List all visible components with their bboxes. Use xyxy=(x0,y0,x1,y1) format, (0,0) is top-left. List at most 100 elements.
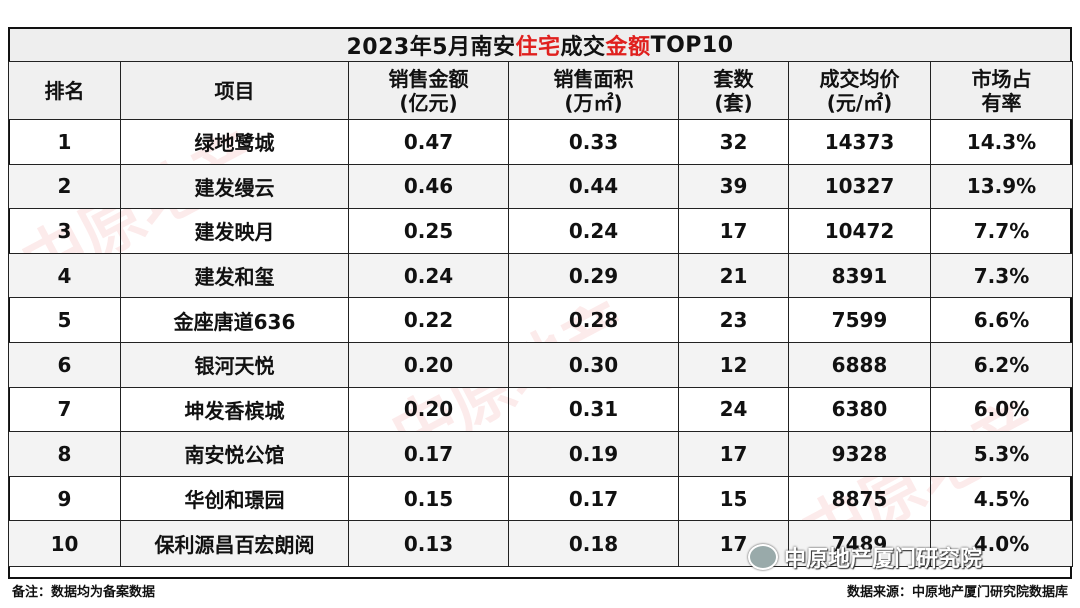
table-cell: 建发映月 xyxy=(120,208,349,254)
table-cell: 0.13 xyxy=(348,520,509,568)
table-cell: 6.6% xyxy=(930,297,1073,343)
table-row: 3 建发映月 0.25 0.24 17 10472 7.7% xyxy=(8,208,1073,254)
table-cell: 3 xyxy=(8,208,121,254)
table-cell: 华创和璟园 xyxy=(120,475,349,522)
table-cell: 0.20 xyxy=(348,341,509,388)
table-cell: 银河天悦 xyxy=(120,341,349,388)
table-cell: 8 xyxy=(8,431,121,477)
column-header-line: (套) xyxy=(714,90,753,115)
column-header: 项目 xyxy=(120,61,349,120)
table-cell: 5.3% xyxy=(930,431,1073,477)
table-cell: 建发缦云 xyxy=(120,163,349,210)
footer-source: 数据来源：中原地产厦门研究院数据库 xyxy=(846,585,1068,600)
table-cell: 0.17 xyxy=(348,431,509,477)
table-cell: 7599 xyxy=(788,297,931,343)
table-cell: 10 xyxy=(8,520,121,568)
table-cell: 0.33 xyxy=(508,119,679,165)
table-cell: 14.3% xyxy=(930,119,1073,165)
table-cell: 6380 xyxy=(788,386,931,433)
table-cell: 0.22 xyxy=(348,297,509,343)
table-row: 7 坤发香槟城 0.20 0.31 24 6380 6.0% xyxy=(8,386,1073,433)
table-cell: 14373 xyxy=(788,119,931,165)
column-header-line: 成交均价 xyxy=(819,66,900,91)
table-cell: 金座唐道636 xyxy=(120,297,349,343)
table-cell: 17 xyxy=(678,431,789,477)
column-header: 市场占 有率 xyxy=(930,61,1073,120)
table-cell: 4.0% xyxy=(930,520,1073,568)
table-cell: 4.5% xyxy=(930,475,1073,522)
table-body: 1 绿地鹭城 0.47 0.33 32 14373 14.3% 2 建发缦云 0.46 0.44 39… xyxy=(8,119,1073,568)
table-cell: 7489 xyxy=(788,520,931,568)
table-cell: 10327 xyxy=(788,163,931,210)
title-highlight-1: 住宅 xyxy=(515,35,561,60)
table-cell: 7.3% xyxy=(930,252,1073,299)
page-title: 2023年5月南安 住宅 成交 金额 TOP10 xyxy=(8,27,1072,63)
table-cell: 7.7% xyxy=(930,208,1073,254)
table-cell: 15 xyxy=(678,475,789,522)
table-cell: 39 xyxy=(678,163,789,210)
column-header-line: (元/㎡) xyxy=(826,90,893,115)
table-cell: 南安悦公馆 xyxy=(120,431,349,477)
table-row: 6 银河天悦 0.20 0.30 12 6888 6.2% xyxy=(8,341,1073,388)
table-cell: 0.24 xyxy=(508,208,679,254)
column-header-line: 排名 xyxy=(44,78,85,103)
table-cell: 0.24 xyxy=(348,252,509,299)
table-cell: 5 xyxy=(8,297,121,343)
footer-note: 备注：数据均为备案数据 xyxy=(12,585,156,600)
title-highlight-2: 金额 xyxy=(605,35,651,60)
table-cell: 24 xyxy=(678,386,789,433)
table-cell: 9328 xyxy=(788,431,931,477)
table-cell: 21 xyxy=(678,252,789,299)
table-cell: 6.2% xyxy=(930,341,1073,388)
column-header-line: 项目 xyxy=(214,78,255,103)
column-header-line: (万㎡) xyxy=(564,90,623,115)
table-cell: 17 xyxy=(678,520,789,568)
table-cell: 0.29 xyxy=(508,252,679,299)
table-cell: 23 xyxy=(678,297,789,343)
table-cell: 8875 xyxy=(788,475,931,522)
column-header: 销售金额 (亿元) xyxy=(348,61,509,120)
table-row: 10 保利源昌百宏朗阅 0.13 0.18 17 7489 4.0% xyxy=(8,520,1073,568)
column-header-line: 销售面积 xyxy=(553,66,634,91)
table-row: 5 金座唐道636 0.22 0.28 23 7599 6.6% xyxy=(8,297,1073,343)
table-header: 排名 项目 销售金额 (亿元) 销售面积 (万㎡) 套数 (套) 成交均价 (元/㎡) 市场占 有率 xyxy=(8,61,1073,120)
table-cell: 6.0% xyxy=(930,386,1073,433)
wechat-icon xyxy=(748,544,778,570)
table-cell: 0.25 xyxy=(348,208,509,254)
table-cell: 坤发香槟城 xyxy=(120,386,349,433)
table-row: 8 南安悦公馆 0.17 0.19 17 9328 5.3% xyxy=(8,431,1073,477)
table-cell: 0.19 xyxy=(508,431,679,477)
wechat-label: 中原地产厦门研究院 xyxy=(784,547,983,572)
title-part-3: TOP10 xyxy=(650,32,734,58)
table-row: 9 华创和璟园 0.15 0.17 15 8875 4.5% xyxy=(8,475,1073,522)
table-cell: 1 xyxy=(8,119,121,165)
table-cell: 8391 xyxy=(788,252,931,299)
table-row: 1 绿地鹭城 0.47 0.33 32 14373 14.3% xyxy=(8,119,1073,165)
table-cell: 0.17 xyxy=(508,475,679,522)
table-cell: 9 xyxy=(8,475,121,522)
ranking-table: 排名 项目 销售金额 (亿元) 销售面积 (万㎡) 套数 (套) 成交均价 (元/㎡) 市场占 有率 … xyxy=(8,61,1073,568)
table-row: 2 建发缦云 0.46 0.44 39 10327 13.9% xyxy=(8,163,1073,210)
column-header-line: (亿元) xyxy=(399,90,458,115)
table-cell: 6 xyxy=(8,341,121,388)
table-cell: 保利源昌百宏朗阅 xyxy=(120,520,349,568)
wechat-badge: 中原地产厦门研究院 xyxy=(748,540,982,574)
table-cell: 建发和玺 xyxy=(120,252,349,299)
table-cell: 0.47 xyxy=(348,119,509,165)
table-cell: 7 xyxy=(8,386,121,433)
table-cell: 绿地鹭城 xyxy=(120,119,349,165)
column-header-line: 市场占 xyxy=(971,66,1032,91)
table-cell: 2 xyxy=(8,163,121,210)
table-cell: 12 xyxy=(678,341,789,388)
column-header-line: 销售金额 xyxy=(388,66,469,91)
column-header: 销售面积 (万㎡) xyxy=(508,61,679,120)
title-part-2: 成交 xyxy=(560,35,606,60)
table-cell: 0.28 xyxy=(508,297,679,343)
column-header-line: 套数 xyxy=(713,66,754,91)
table-cell: 13.9% xyxy=(930,163,1073,210)
table-cell: 17 xyxy=(678,208,789,254)
table-cell: 6888 xyxy=(788,341,931,388)
column-header: 成交均价 (元/㎡) xyxy=(788,61,931,120)
table-cell: 0.30 xyxy=(508,341,679,388)
table-cell: 0.20 xyxy=(348,386,509,433)
